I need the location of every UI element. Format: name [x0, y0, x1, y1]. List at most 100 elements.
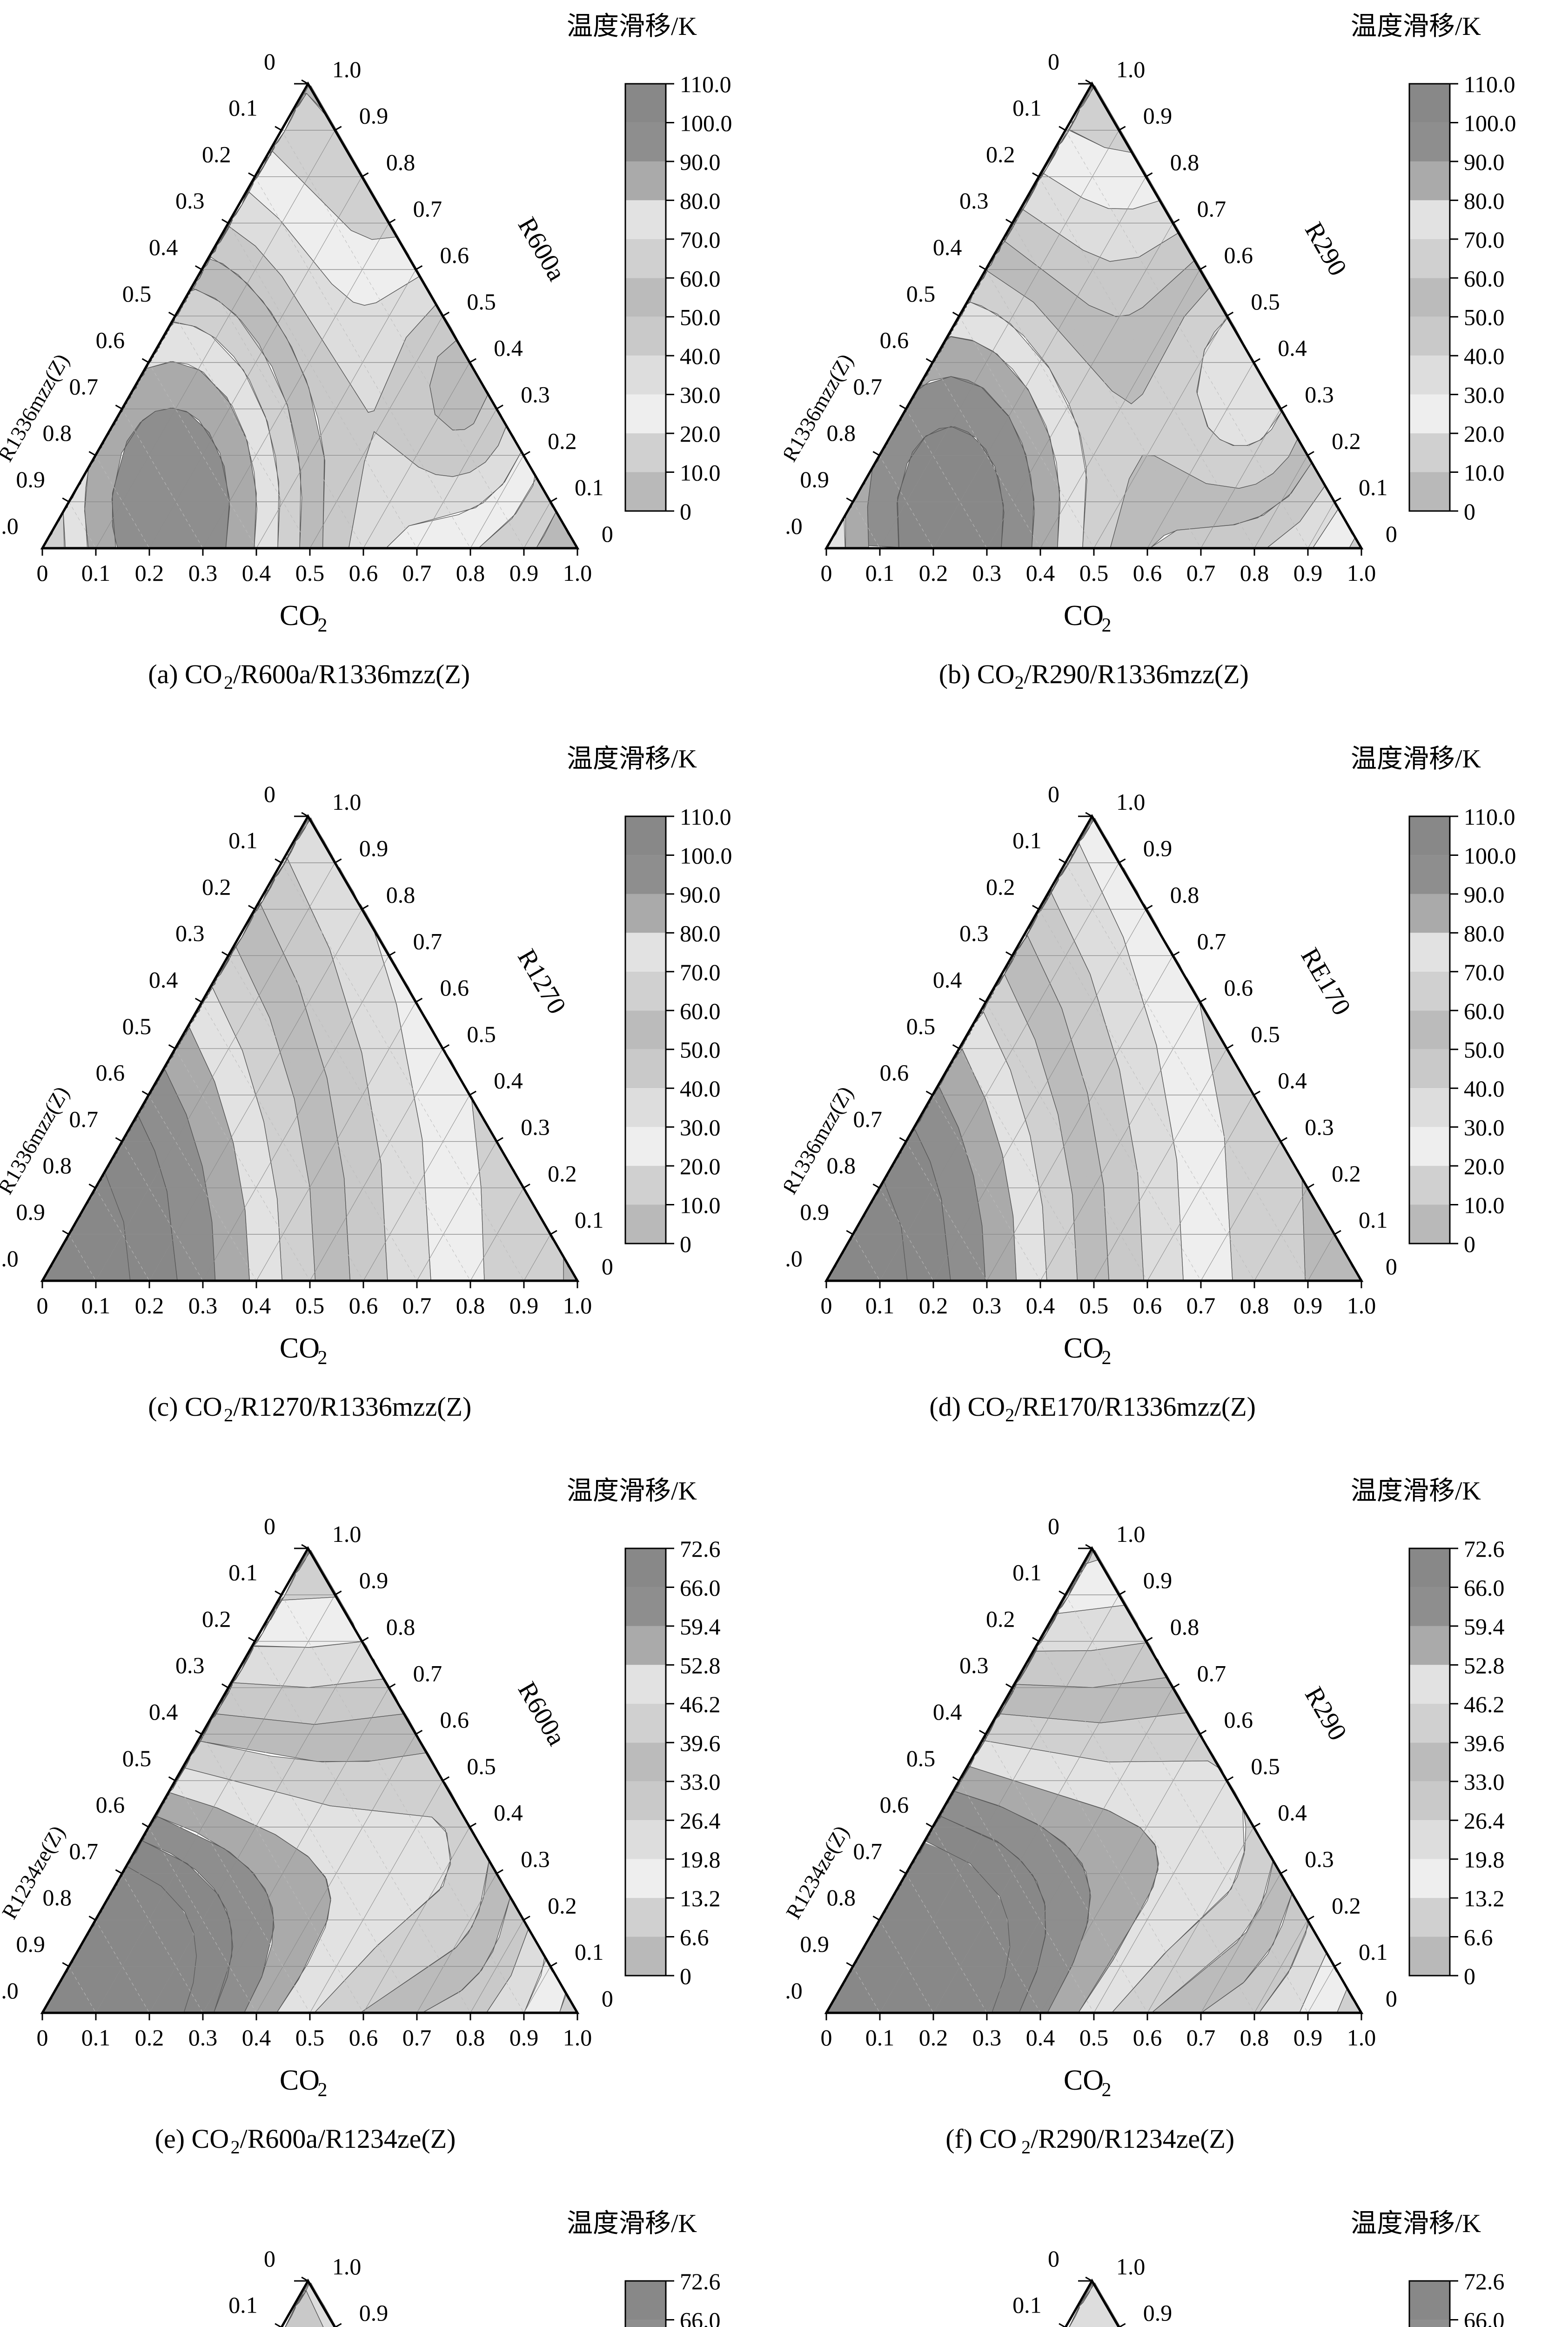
svg-text:温度滑移/K: 温度滑移/K — [567, 1477, 697, 1506]
svg-text:50.0: 50.0 — [1464, 1036, 1505, 1063]
svg-text:0.8: 0.8 — [1170, 1614, 1199, 1640]
svg-text:2: 2 — [1015, 672, 1024, 693]
svg-text:0: 0 — [1048, 780, 1059, 807]
svg-text:0.9: 0.9 — [1143, 103, 1173, 129]
svg-text:0.6: 0.6 — [1133, 1292, 1162, 1318]
svg-text:0.2: 0.2 — [1332, 1160, 1361, 1186]
svg-text:0: 0 — [821, 2024, 832, 2051]
svg-text:50.0: 50.0 — [680, 1036, 721, 1063]
svg-text:0.5: 0.5 — [295, 1292, 325, 1318]
svg-text:40.0: 40.0 — [1464, 343, 1505, 369]
svg-text:0.3: 0.3 — [972, 2024, 1002, 2051]
svg-text:0.5: 0.5 — [1079, 2024, 1109, 2051]
svg-text:0.2: 0.2 — [202, 874, 231, 900]
svg-text:0.6: 0.6 — [440, 242, 469, 268]
svg-text:110.0: 110.0 — [680, 804, 731, 830]
svg-text:26.4: 26.4 — [1464, 1808, 1505, 1834]
svg-text:0.7: 0.7 — [1186, 2024, 1216, 2051]
svg-text:0.8: 0.8 — [1170, 881, 1199, 908]
svg-text:0: 0 — [602, 1985, 613, 2011]
svg-text:R1336mzz(Z): R1336mzz(Z) — [784, 1082, 858, 1198]
svg-text:0.5: 0.5 — [295, 560, 325, 586]
svg-text:0.4: 0.4 — [149, 967, 178, 993]
svg-text:30.0: 30.0 — [680, 382, 721, 408]
svg-text:1.0: 1.0 — [332, 56, 362, 82]
svg-text:0.4: 0.4 — [494, 335, 523, 361]
svg-text:72.6: 72.6 — [1464, 1536, 1505, 1562]
svg-text:0.1: 0.1 — [1012, 95, 1042, 121]
svg-text:0.7: 0.7 — [413, 195, 442, 222]
svg-text:温度滑移/K: 温度滑移/K — [1351, 1477, 1481, 1506]
svg-text:0.4: 0.4 — [1026, 1292, 1055, 1318]
svg-text:0: 0 — [680, 1231, 691, 1257]
svg-text:0: 0 — [1464, 498, 1475, 525]
svg-text:0.3: 0.3 — [521, 1846, 550, 1872]
svg-text:19.8: 19.8 — [1464, 1847, 1505, 1873]
svg-text:0.8: 0.8 — [386, 881, 415, 908]
svg-text:0.5: 0.5 — [1079, 1292, 1109, 1318]
svg-text:0.3: 0.3 — [1305, 1114, 1334, 1140]
svg-text:0.2: 0.2 — [202, 1606, 231, 1632]
svg-text:0: 0 — [264, 2245, 275, 2271]
svg-text:0.6: 0.6 — [1224, 975, 1253, 1001]
svg-text:CO: CO — [280, 1332, 320, 1364]
svg-text:0.8: 0.8 — [1240, 2024, 1269, 2051]
svg-text:50.0: 50.0 — [1464, 304, 1505, 330]
svg-text:0.4: 0.4 — [242, 1292, 271, 1318]
svg-text:10.0: 10.0 — [1464, 1192, 1505, 1218]
svg-text:0.9: 0.9 — [359, 2300, 389, 2326]
svg-text:0.7: 0.7 — [853, 1106, 883, 1132]
svg-text:0.1: 0.1 — [228, 2292, 258, 2318]
svg-text:/R600a/R1336mzz(Z): /R600a/R1336mzz(Z) — [233, 659, 470, 689]
svg-text:33.0: 33.0 — [1464, 1769, 1505, 1795]
svg-text:0.3: 0.3 — [1305, 1846, 1334, 1872]
svg-text:0.9: 0.9 — [1293, 2024, 1323, 2051]
svg-text:0.1: 0.1 — [1359, 1939, 1388, 1965]
svg-text:110.0: 110.0 — [1464, 71, 1515, 97]
svg-text:R600a: R600a — [512, 1677, 571, 1750]
svg-text:0.9: 0.9 — [16, 1199, 45, 1225]
svg-text:/R290/R1336mzz(Z): /R290/R1336mzz(Z) — [1024, 659, 1249, 689]
svg-text:0.2: 0.2 — [1332, 1892, 1361, 1918]
svg-text:0.5: 0.5 — [467, 289, 496, 315]
svg-text:R1336mzz(Z): R1336mzz(Z) — [0, 1082, 74, 1198]
svg-text:/RE170/R1336mzz(Z): /RE170/R1336mzz(Z) — [1014, 1392, 1256, 1422]
svg-text:0.1: 0.1 — [865, 1292, 895, 1318]
svg-text:40.0: 40.0 — [1464, 1076, 1505, 1102]
svg-text:0.5: 0.5 — [295, 2024, 325, 2051]
svg-text:1.0: 1.0 — [1116, 56, 1146, 82]
svg-text:2: 2 — [231, 2137, 240, 2158]
svg-text:0.4: 0.4 — [1278, 1067, 1307, 1093]
svg-text:温度滑移/K: 温度滑移/K — [567, 2209, 697, 2238]
svg-text:0.9: 0.9 — [359, 1567, 389, 1594]
svg-text:1.0: 1.0 — [1116, 1521, 1146, 1547]
svg-text:1.0: 1.0 — [332, 1521, 362, 1547]
svg-text:90.0: 90.0 — [1464, 149, 1505, 175]
svg-text:0.4: 0.4 — [494, 1067, 523, 1093]
svg-text:0.5: 0.5 — [1079, 560, 1109, 586]
svg-text:0.3: 0.3 — [188, 560, 218, 586]
svg-text:0: 0 — [1386, 1985, 1397, 2011]
svg-text:0: 0 — [1386, 521, 1397, 547]
svg-text:0.8: 0.8 — [456, 2024, 485, 2051]
svg-text:0.3: 0.3 — [521, 382, 550, 408]
svg-text:0.3: 0.3 — [175, 188, 205, 214]
svg-text:0.3: 0.3 — [972, 560, 1002, 586]
svg-text:2: 2 — [224, 672, 233, 693]
svg-text:0.6: 0.6 — [440, 1707, 469, 1733]
svg-text:0.1: 0.1 — [81, 1292, 111, 1318]
svg-text:40.0: 40.0 — [680, 343, 721, 369]
svg-text:0.8: 0.8 — [1240, 560, 1269, 586]
svg-text:2: 2 — [1102, 1347, 1112, 1369]
svg-text:52.8: 52.8 — [680, 1652, 721, 1678]
svg-text:40.0: 40.0 — [680, 1076, 721, 1102]
svg-text:/R600a/R1234ze(Z): /R600a/R1234ze(Z) — [240, 2124, 456, 2154]
svg-text:0: 0 — [1048, 2245, 1059, 2271]
svg-text:2: 2 — [1005, 1405, 1014, 1426]
svg-text:0.4: 0.4 — [933, 1699, 962, 1725]
svg-text:温度滑移/K: 温度滑移/K — [1351, 2209, 1481, 2238]
svg-text:0.4: 0.4 — [149, 1699, 178, 1725]
svg-text:0.4: 0.4 — [933, 967, 962, 993]
svg-text:0.1: 0.1 — [865, 560, 895, 586]
svg-text:0.2: 0.2 — [986, 874, 1015, 900]
